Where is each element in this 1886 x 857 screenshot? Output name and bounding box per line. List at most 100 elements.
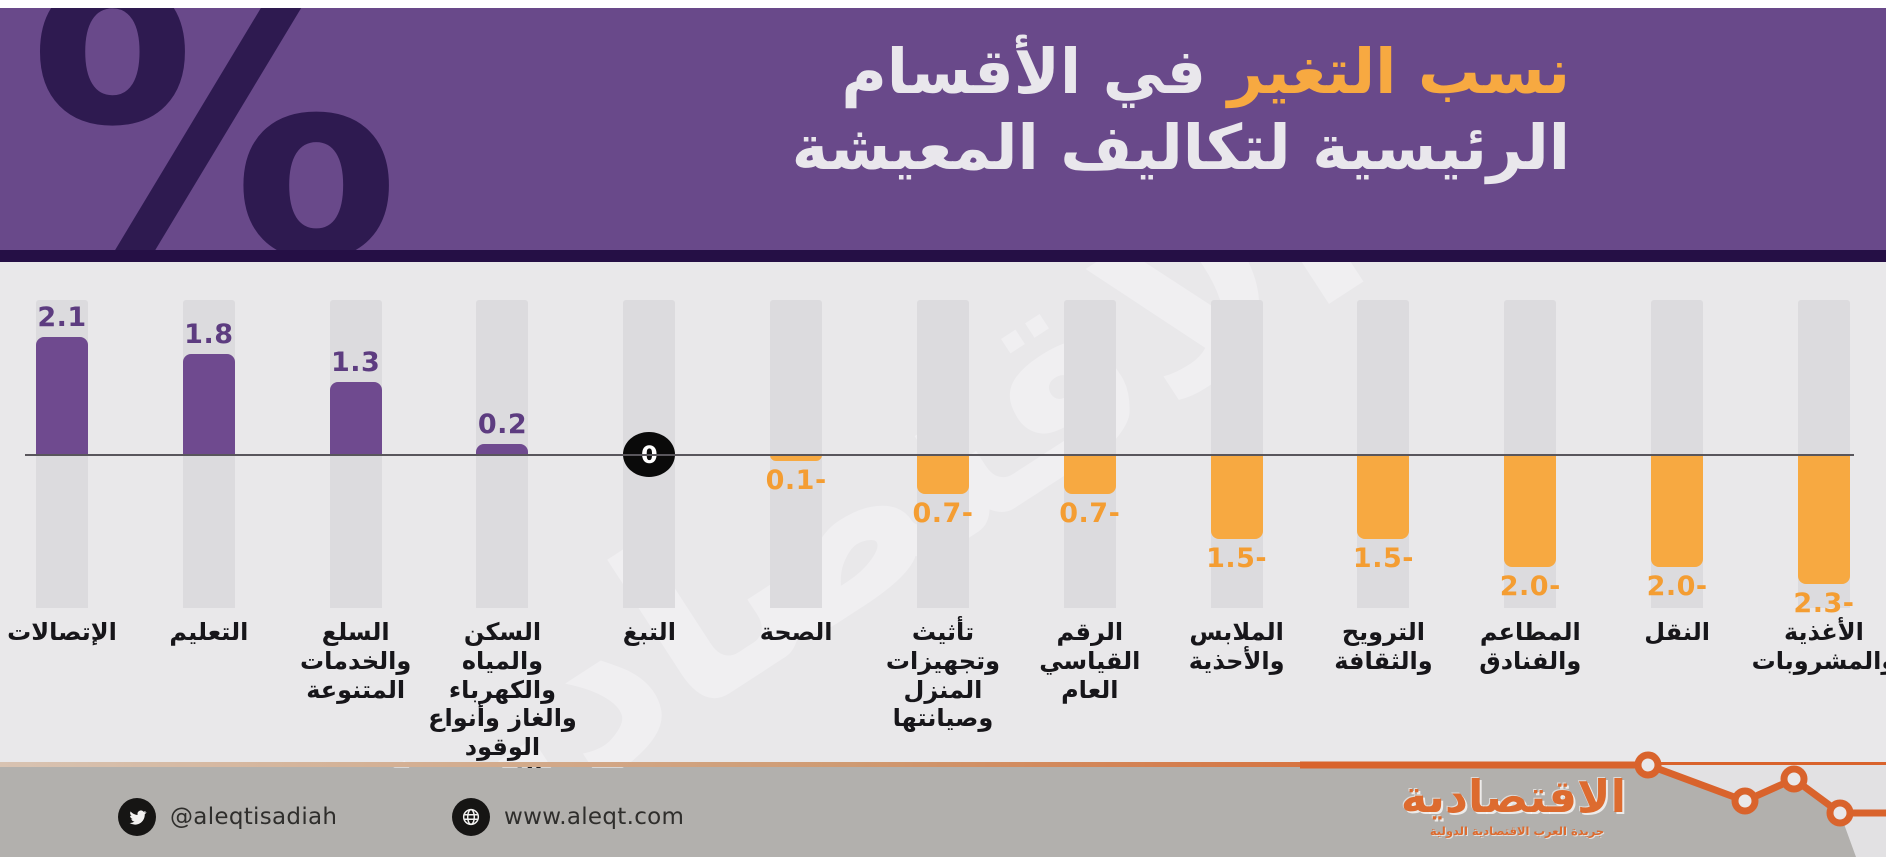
- bar-value-label: 1.5-: [1206, 543, 1268, 574]
- chart-column: 0.7- تأثيث وتجهيزات المنزل وصيانتها: [886, 262, 1000, 768]
- title-line1-rest: في الأقسام: [841, 35, 1207, 108]
- chart-column: 0 التبغ: [623, 262, 676, 768]
- bar: [1504, 455, 1557, 567]
- category-label-line: والكهرباء: [448, 675, 557, 704]
- bar: [916, 455, 969, 494]
- category-label-line: الأغذية: [1783, 618, 1864, 646]
- bar: [1210, 455, 1263, 539]
- bar-value-label: 0.2: [477, 409, 528, 440]
- header-dark-strip: [0, 250, 1886, 262]
- footer-band: [0, 767, 1886, 857]
- logo-tagline: جريدة العرب الاقتصادية الدولية: [1429, 823, 1605, 838]
- bar: [476, 444, 529, 455]
- bar-value-label: 0.1-: [765, 465, 827, 496]
- website-group: www.aleqt.com: [452, 798, 684, 836]
- title-highlight: نسب التغير: [1227, 35, 1570, 108]
- bar-chart: الاقتصادية 2.1 الإتصالات 1.8 التعليم 1.3…: [0, 262, 1886, 768]
- bar-value-label: 1.8: [184, 319, 234, 350]
- footer-linechart-decoration: [1300, 751, 1886, 857]
- bar: [1357, 455, 1410, 539]
- category-label: النقل: [1602, 618, 1752, 647]
- category-label-line: والمياه: [461, 646, 544, 675]
- category-label: الرقم القياسي العام: [1015, 618, 1165, 704]
- category-label: المطاعم والفنادق: [1455, 618, 1605, 676]
- chart-columns: 2.1 الإتصالات 1.8 التعليم 1.3 السلع والخد…: [7, 262, 1886, 768]
- bar-value-label: 2.0-: [1499, 571, 1561, 602]
- aleqtisadiah-logo: الاقتصادية جريدة العرب الاقتصادية الدولي…: [1400, 770, 1626, 838]
- category-label: السلع والخدمات المتنوعة: [281, 618, 431, 704]
- chart-column: 1.8 التعليم: [169, 262, 248, 768]
- bar: [182, 354, 235, 455]
- bar: [1063, 455, 1116, 494]
- category-label-line: التعليم: [169, 618, 249, 646]
- category-label-line: السلع: [321, 618, 390, 646]
- category-label-line: المنزل: [903, 675, 983, 704]
- category-label: التعليم: [134, 618, 284, 647]
- chart-column: 1.5- الترويح والثقافة: [1334, 262, 1433, 768]
- category-label: تأثيث وتجهيزات المنزل وصيانتها: [868, 618, 1018, 733]
- category-label-line: وصيانتها: [892, 704, 994, 733]
- chart-column: 1.3 السلع والخدمات المتنوعة: [300, 262, 411, 768]
- bar-value-label: 2.3-: [1793, 588, 1855, 619]
- category-label-line: الصحة: [759, 618, 833, 646]
- page-title: نسب التغير في الأقسام الرئيسية لتكاليف ا…: [792, 34, 1570, 185]
- category-label-line: القياسي: [1039, 646, 1141, 675]
- chart-column: 1.5- الملابس والأحذية: [1189, 262, 1285, 768]
- chart-column: 2.0- النقل: [1644, 262, 1710, 768]
- category-label-line: المطاعم: [1479, 618, 1581, 646]
- bar: [770, 455, 823, 461]
- category-label: الملابس والأحذية: [1162, 618, 1312, 676]
- category-label: التبغ: [574, 618, 724, 647]
- website-url: www.aleqt.com: [504, 804, 685, 830]
- chart-column: 2.0- المطاعم والفنادق: [1479, 262, 1581, 768]
- category-label-line: التبغ: [622, 618, 676, 646]
- category-label-line: الترويح: [1341, 618, 1426, 646]
- category-label-line: والخدمات: [300, 646, 412, 675]
- chart-column: 0.7- الرقم القياسي العام: [1039, 262, 1140, 768]
- category-label-line: الإتصالات: [7, 618, 117, 646]
- percent-symbol: %: [28, 8, 401, 250]
- bar: [1651, 455, 1704, 567]
- category-label-line: المتنوعة: [306, 675, 406, 704]
- category-label-line: والثقافة: [1334, 646, 1433, 675]
- category-label-line: النقل: [1644, 618, 1710, 646]
- bar-value-label: 0.7-: [1059, 498, 1121, 529]
- header-band: % نسب التغير في الأقسام الرئيسية لتكاليف…: [0, 8, 1886, 250]
- logo-text: الاقتصادية: [1400, 770, 1626, 823]
- category-label-line: والأحذية: [1188, 646, 1285, 675]
- category-label-line: والفنادق: [1479, 646, 1582, 675]
- bar-value-label: 1.3: [330, 347, 381, 378]
- category-label-line: العام: [1061, 675, 1119, 704]
- category-label: الإتصالات: [0, 618, 137, 647]
- category-label-line: تأثيث: [911, 618, 975, 646]
- bar-value-label: 2.1: [37, 302, 87, 333]
- bar: [1797, 455, 1850, 584]
- chart-column: 0.1- الصحة: [760, 262, 833, 768]
- category-label: الأغذية والمشروبات: [1749, 618, 1886, 676]
- chart-column: 2.1 الإتصالات: [7, 262, 117, 768]
- bar-value-label: 0.7-: [912, 498, 974, 529]
- bar: [329, 382, 382, 455]
- title-line2: الرئيسية لتكاليف المعيشة: [791, 110, 1570, 184]
- bar-value-label: 1.5-: [1352, 543, 1414, 574]
- footer-divider-line: [0, 762, 1886, 767]
- bar-value-label: 2.0-: [1646, 571, 1708, 602]
- category-label: الترويح والثقافة: [1308, 618, 1458, 676]
- category-label: السكن والمياه والكهرباء والغاز وأنواع الوقود…: [427, 618, 577, 768]
- chart-column: 0.2 السكن والمياه والكهرباء والغاز وأنواع ال…: [428, 262, 577, 768]
- twitter-icon: [118, 798, 156, 836]
- bar: [36, 337, 88, 455]
- zero-baseline: [25, 454, 1854, 456]
- twitter-handle-group: @aleqtisadiah: [118, 798, 337, 836]
- category-label-line: وتجهيزات: [885, 646, 1001, 675]
- category-label: الصحة: [721, 618, 871, 647]
- category-label-line: والغاز وأنواع: [428, 704, 577, 733]
- category-label-line: السكن: [463, 618, 542, 646]
- twitter-handle: @aleqtisadiah: [170, 804, 338, 830]
- category-label-line: الرقم: [1056, 618, 1124, 646]
- globe-icon: [452, 798, 490, 836]
- category-label-line: والمشروبات: [1751, 646, 1886, 675]
- chart-column: 2.3- الأغذية والمشروبات: [1752, 262, 1886, 768]
- category-label-line: الملابس: [1189, 618, 1284, 646]
